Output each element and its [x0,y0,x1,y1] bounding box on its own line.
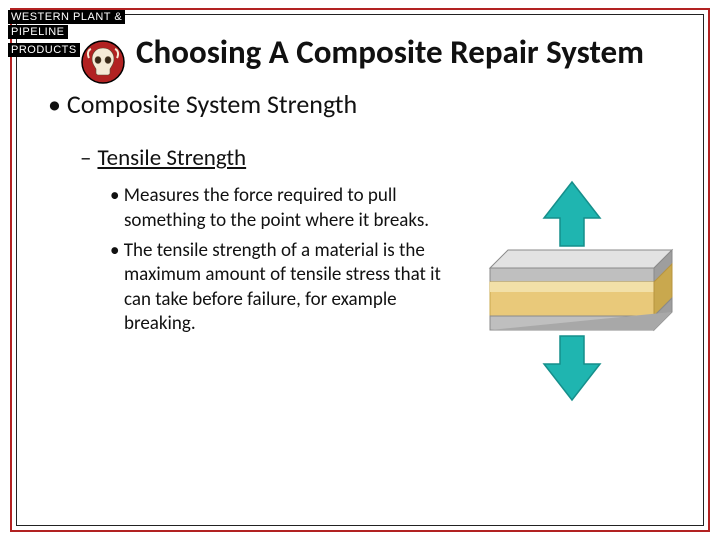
logo-line3: PRODUCTS [8,43,80,57]
bullet-level3-item: Measures the force required to pull some… [110,184,454,233]
bullet-level2: –Tensile Strength [80,144,674,172]
top-plate [490,250,672,282]
arrow-down-icon [544,336,600,400]
bullet-level3-item: The tensile strength of a material is th… [110,239,454,336]
bullet-level3-list: Measures the force required to pull some… [110,184,454,342]
slide-content: Choosing A Composite Repair System • Com… [20,18,700,522]
bullet-level1: • Composite System Strength [48,88,674,120]
tensile-diagram [462,176,682,406]
bullet-level1-text: Composite System Strength [67,88,357,120]
logo-line2: PIPELINE [8,25,68,39]
logo-line1: WESTERN PLANT & [8,10,125,24]
skull-badge-icon [81,40,125,84]
slide-title: Choosing A Composite Repair System [136,34,644,70]
arrow-up-icon [544,182,600,246]
bullet-level2-text: Tensile Strength [97,144,246,172]
content-row: Measures the force required to pull some… [46,184,674,406]
company-logo: WESTERN PLANT & PIPELINE PRODUCTS [8,6,128,66]
